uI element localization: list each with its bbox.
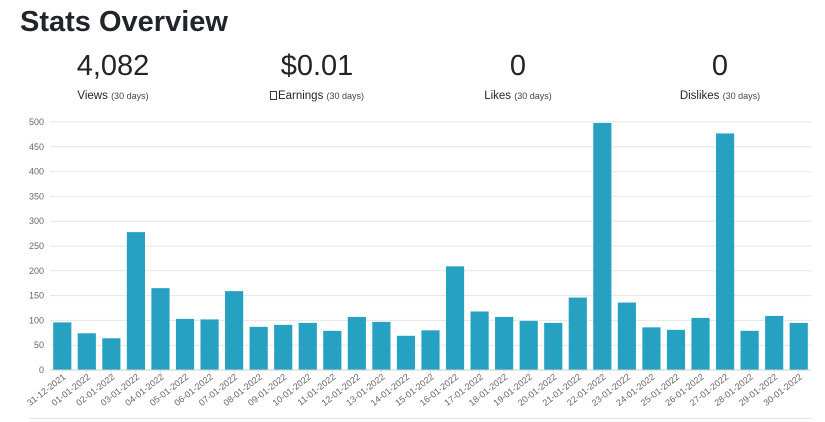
stat-likes-label-row: Likes (30 days) <box>418 90 618 102</box>
stat-likes-value: 0 <box>509 50 527 82</box>
bar <box>740 330 759 370</box>
bar <box>617 302 636 370</box>
stat-earnings: $0.01 Earnings (30 days) <box>217 48 417 102</box>
stat-likes-period: (30 days) <box>514 91 552 101</box>
bar <box>249 326 268 370</box>
bar <box>519 320 538 370</box>
stat-views-label-row: Views (30 days) <box>13 90 213 102</box>
y-tick-label: 300 <box>29 216 44 226</box>
bar <box>544 322 563 370</box>
bar <box>151 288 170 370</box>
y-tick-label: 0 <box>39 365 44 375</box>
y-tick-label: 350 <box>29 191 44 201</box>
y-axis: 0 50 100 150 200 250 300 350 400 450 500 <box>29 117 44 375</box>
y-tick-label: 200 <box>29 266 44 276</box>
bottom-divider <box>30 418 813 419</box>
bar <box>225 291 244 370</box>
y-tick-label: 250 <box>29 241 44 251</box>
bar <box>666 329 686 370</box>
bar <box>642 327 661 370</box>
views-bar-chart: 0 50 100 150 200 250 300 350 400 450 500 31-12-202… <box>25 117 811 408</box>
stat-dislikes-label: Dislikes <box>679 90 720 102</box>
bar <box>347 316 366 370</box>
bar <box>691 317 710 370</box>
stat-dislikes-value: 0 <box>711 50 729 82</box>
bar <box>568 297 587 370</box>
stat-views-value: 4,082 <box>76 50 150 82</box>
stat-views: 4,082 Views (30 days) <box>13 48 213 102</box>
bar <box>126 232 146 370</box>
y-tick-label: 50 <box>34 340 44 350</box>
y-tick-label: 400 <box>29 167 44 177</box>
stat-dislikes-period: (30 days) <box>722 91 761 101</box>
bar <box>323 330 342 370</box>
stat-earnings-period: (30 days) <box>326 91 365 101</box>
bar <box>593 122 612 370</box>
stat-earnings-label: Earnings <box>277 90 324 102</box>
bar <box>175 318 195 370</box>
stat-views-label: Views <box>77 90 108 102</box>
bar <box>298 322 317 370</box>
bar <box>765 315 784 370</box>
y-tick-label: 450 <box>29 142 44 152</box>
stat-dislikes-label-row: Dislikes (30 days) <box>620 90 820 102</box>
x-axis: 31-12-202101-01-202202-01-202203-01-2022… <box>25 369 811 408</box>
stat-likes-label: Likes <box>484 90 512 102</box>
bar <box>53 322 72 370</box>
y-tick-label: 150 <box>29 291 44 301</box>
bar <box>274 324 293 370</box>
stat-earnings-label-row: Earnings (30 days) <box>217 90 417 102</box>
bar <box>445 266 465 370</box>
bar <box>200 319 219 370</box>
bar <box>396 335 416 370</box>
y-tick-label: 500 <box>29 117 44 127</box>
bar <box>372 321 391 370</box>
y-tick-label: 100 <box>29 315 44 325</box>
bar-series <box>53 122 808 370</box>
stat-earnings-value: $0.01 <box>280 50 354 82</box>
bar <box>789 322 808 370</box>
stat-views-period: (30 days) <box>111 91 149 101</box>
bar <box>495 316 514 370</box>
stat-dislikes: 0 Dislikes (30 days) <box>620 48 820 102</box>
bar <box>77 333 96 370</box>
bar <box>715 133 735 370</box>
bar <box>421 330 440 370</box>
missing-glyph-icon <box>269 91 277 100</box>
page-title: Stats Overview <box>20 6 228 38</box>
bar <box>102 338 121 370</box>
bar <box>470 311 489 370</box>
stat-likes: 0 Likes (30 days) <box>418 48 618 102</box>
